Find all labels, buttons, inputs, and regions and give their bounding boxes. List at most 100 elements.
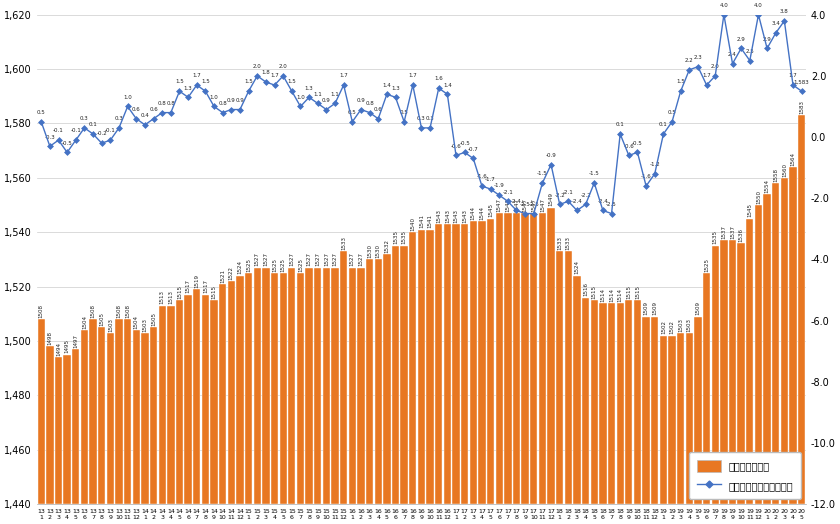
Text: -0.6: -0.6 [623, 144, 634, 149]
Bar [331, 268, 339, 504]
Text: 0.8: 0.8 [166, 101, 176, 106]
Text: -1.5: -1.5 [537, 171, 548, 176]
Bar [159, 305, 165, 504]
Bar [401, 246, 408, 504]
Bar [228, 281, 235, 504]
Text: -1.6: -1.6 [641, 174, 652, 179]
Text: 1525: 1525 [246, 258, 251, 271]
Text: 1498: 1498 [47, 331, 52, 345]
Text: 1533: 1533 [557, 236, 562, 250]
Text: 1505: 1505 [99, 312, 104, 326]
Text: 1503: 1503 [687, 318, 692, 332]
Text: 2.0: 2.0 [279, 64, 287, 69]
Bar [391, 246, 399, 504]
Text: 1.8: 1.8 [261, 70, 270, 75]
Bar [288, 268, 296, 504]
Bar [270, 273, 278, 504]
Text: 3.4: 3.4 [771, 21, 780, 26]
Text: 1527: 1527 [307, 252, 312, 266]
Bar [262, 268, 270, 504]
Text: 1541: 1541 [419, 214, 424, 228]
Bar [417, 230, 425, 504]
Text: 1536: 1536 [738, 228, 743, 242]
Text: 1550: 1550 [756, 190, 761, 204]
Bar [755, 205, 762, 504]
Bar [538, 213, 546, 504]
Text: -0.6: -0.6 [450, 144, 461, 149]
Bar [746, 219, 753, 504]
Bar [634, 300, 641, 504]
Text: 0.5: 0.5 [37, 110, 45, 115]
Bar [435, 224, 443, 504]
Bar [210, 300, 218, 504]
Bar [487, 219, 494, 504]
Text: 1547: 1547 [531, 198, 536, 212]
Bar [366, 259, 373, 504]
Text: -2.1: -2.1 [502, 190, 513, 194]
Text: 1530: 1530 [375, 244, 381, 258]
Bar [512, 213, 520, 504]
Text: 1524: 1524 [575, 260, 580, 275]
Text: 1543: 1543 [445, 209, 450, 223]
Bar [107, 333, 114, 504]
Text: 1504: 1504 [134, 315, 139, 329]
Bar [591, 300, 598, 504]
Text: 1525: 1525 [272, 258, 277, 271]
Text: 1558: 1558 [774, 168, 778, 182]
Text: 1522: 1522 [228, 266, 234, 280]
Text: 1533: 1533 [341, 236, 346, 250]
Bar [176, 300, 183, 504]
Bar [409, 232, 417, 504]
Text: 1544: 1544 [470, 206, 475, 220]
Bar [202, 295, 209, 504]
Text: -2.2: -2.2 [554, 193, 565, 198]
Bar [780, 178, 788, 504]
Bar [703, 273, 711, 504]
Bar [556, 252, 564, 504]
Bar [306, 268, 312, 504]
Text: 1527: 1527 [359, 252, 364, 266]
Bar [617, 303, 624, 504]
Text: 1545: 1545 [748, 203, 753, 217]
Bar [323, 268, 330, 504]
Bar [643, 316, 650, 504]
Text: 1515: 1515 [212, 285, 217, 299]
Bar [427, 230, 433, 504]
Text: 0.6: 0.6 [374, 107, 382, 112]
Text: 1519: 1519 [194, 274, 199, 288]
Text: 1508: 1508 [39, 304, 44, 318]
Text: 1549: 1549 [549, 192, 554, 206]
Bar [340, 252, 347, 504]
Text: 0.5: 0.5 [348, 110, 357, 115]
Bar [522, 213, 529, 504]
Text: -0.7: -0.7 [468, 147, 479, 152]
Text: -0.1: -0.1 [71, 128, 81, 134]
Text: -0.5: -0.5 [632, 140, 643, 146]
Text: -2.2: -2.2 [580, 193, 591, 198]
Text: 1505: 1505 [151, 312, 156, 326]
Text: -2.1: -2.1 [563, 190, 574, 194]
Bar [548, 208, 554, 504]
Text: 0.6: 0.6 [132, 107, 140, 112]
Text: -0.5: -0.5 [62, 140, 72, 146]
Text: 1.5: 1.5 [175, 80, 184, 84]
Bar [530, 213, 538, 504]
Text: -0.5: -0.5 [459, 140, 470, 146]
Bar [599, 303, 606, 504]
Bar [574, 276, 580, 504]
Bar [357, 268, 365, 504]
Text: -1.9: -1.9 [494, 183, 505, 189]
Text: 1495: 1495 [65, 339, 70, 353]
Text: 1514: 1514 [609, 288, 614, 302]
Bar [115, 319, 123, 504]
Text: 1527: 1527 [289, 252, 294, 266]
Bar [720, 241, 727, 504]
Text: 1543: 1543 [436, 209, 441, 223]
Text: 1547: 1547 [522, 198, 528, 212]
Text: 1564: 1564 [790, 151, 795, 166]
Text: -2.4: -2.4 [571, 199, 582, 204]
Text: 1527: 1527 [333, 252, 338, 266]
Text: 1.4: 1.4 [443, 82, 452, 88]
Bar [677, 333, 685, 504]
Text: 2.0: 2.0 [711, 64, 720, 69]
